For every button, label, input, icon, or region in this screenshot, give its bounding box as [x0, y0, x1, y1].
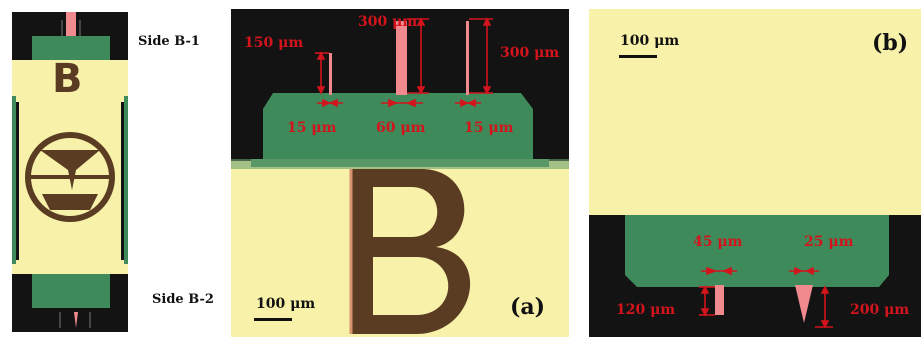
- dim-a-15um-right: 15 μm: [464, 120, 514, 136]
- panel-a-scalebar: [254, 318, 292, 321]
- overview-die-drawing: [12, 12, 128, 328]
- dim-b-200um: 200 μm: [850, 302, 910, 318]
- side-label-top: Side B-1: [138, 34, 200, 49]
- panel-a-drawing: [231, 21, 569, 337]
- panel-b-scalebar: [619, 55, 657, 58]
- dim-a-15um-left: 15 μm: [287, 120, 337, 136]
- dim-a-300um-mid: 300 μm: [358, 14, 418, 30]
- panel-b-scalebar-label: 100 μm: [620, 33, 680, 49]
- dim-a-60um: 60 μm: [376, 120, 426, 136]
- panel-a-dimension-lines: [315, 17, 493, 108]
- panel-b-label: (b): [872, 30, 909, 56]
- dim-b-25um: 25 μm: [804, 234, 854, 250]
- panel-a-scalebar-label: 100 μm: [256, 296, 316, 312]
- panel-a-label: (a): [510, 294, 546, 320]
- dim-b-120um: 120 μm: [616, 302, 676, 318]
- overview-letter: B: [52, 56, 83, 102]
- panel-a-image: [231, 9, 569, 337]
- panel-b-dimension-lines: [699, 266, 833, 329]
- panel-b-image: [589, 9, 921, 337]
- dim-a-150um: 150 μm: [244, 35, 304, 51]
- dim-a-300um-right: 300 μm: [500, 45, 560, 61]
- overview-image: B: [12, 12, 128, 332]
- panel-b-drawing: [589, 9, 921, 323]
- side-label-bottom: Side B-2: [152, 292, 214, 307]
- dim-b-45um: 45 μm: [693, 234, 743, 250]
